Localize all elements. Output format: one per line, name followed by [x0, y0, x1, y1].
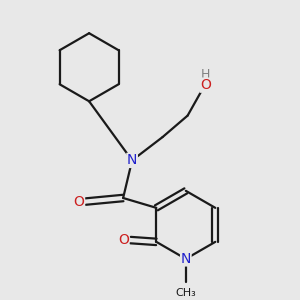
Text: O: O — [118, 233, 129, 247]
Text: N: N — [127, 153, 137, 167]
Text: O: O — [74, 195, 85, 208]
Text: H: H — [201, 68, 210, 81]
Text: O: O — [200, 78, 211, 92]
Text: N: N — [181, 252, 191, 266]
Text: CH₃: CH₃ — [176, 288, 196, 298]
